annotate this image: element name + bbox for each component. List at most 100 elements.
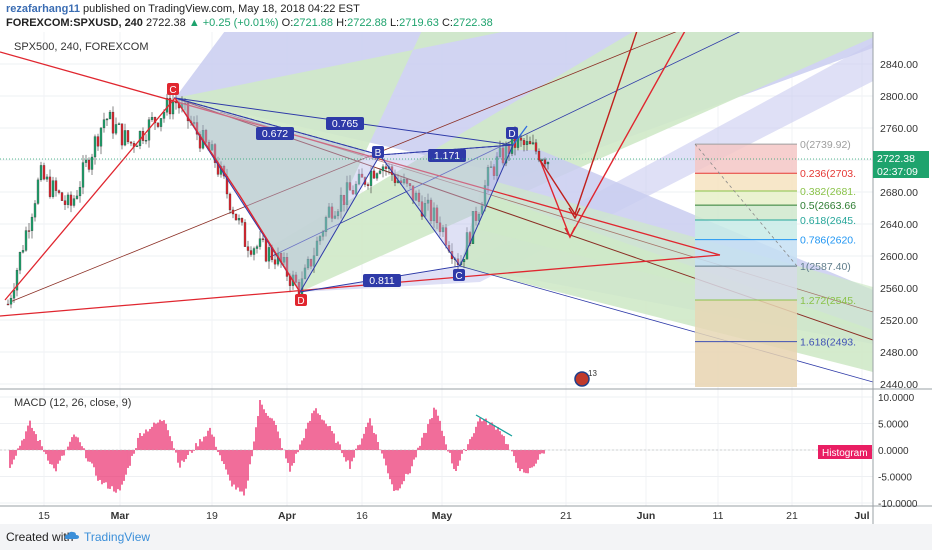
candle-body — [39, 165, 43, 181]
macd-divergence-line — [475, 414, 513, 437]
created-with-text: Created with — [6, 530, 74, 544]
candle-body — [228, 193, 232, 211]
candle-body — [162, 112, 166, 119]
candle-body — [429, 199, 433, 222]
macd-tick-label: 0.0000 — [878, 446, 909, 457]
candle-body — [489, 166, 493, 168]
candle-body — [273, 259, 277, 265]
pattern-point-badge — [372, 146, 384, 158]
candle-body — [354, 183, 358, 195]
candle-body — [531, 142, 535, 145]
candle-body — [252, 248, 256, 255]
candle-body — [540, 159, 544, 161]
candle-body — [258, 238, 262, 247]
fib-level-label: 1.272(2545. — [800, 295, 856, 307]
time-tick-label: Apr — [278, 510, 296, 522]
candle-body — [198, 134, 202, 149]
candle-body — [378, 170, 382, 174]
candle-body — [69, 194, 73, 206]
flag-icon — [574, 371, 590, 387]
close-label: C: — [441, 17, 453, 29]
candle-body — [318, 236, 322, 242]
candle-body — [51, 180, 55, 197]
chart-canvas[interactable]: 0(2739.92) 0.236(2703. 0.382(2681. 0.5(2663… — [0, 32, 932, 524]
event-badge-count: 13 — [588, 369, 597, 378]
candle-body — [237, 218, 241, 221]
candle-body — [210, 144, 214, 151]
price-tick-label: 2680.00 — [880, 187, 918, 199]
author-username[interactable]: rezafarhang11 — [6, 3, 80, 15]
candle-body — [63, 200, 67, 205]
candle-body — [384, 166, 388, 169]
candle-body — [342, 194, 346, 205]
candle-body — [171, 101, 175, 115]
time-tick-label: Jul — [854, 510, 869, 522]
fib-level-label: 0.618(2645. — [800, 215, 856, 227]
candle-body — [42, 165, 46, 180]
candle-body — [66, 194, 70, 205]
candle-body — [18, 252, 22, 271]
time-tick-label: 15 — [38, 510, 50, 522]
candle-body — [240, 218, 244, 223]
fib-trend-line — [694, 143, 798, 267]
published-text: published on TradingView.com, May 18, 20… — [83, 3, 360, 15]
publish-line: rezafarhang11 published on TradingView.c… — [6, 3, 360, 15]
candle-body — [108, 111, 112, 120]
event-badge[interactable]: 13 — [574, 369, 597, 387]
time-axis[interactable]: 15 Mar 19 Apr 16 May 21 Jun 11 21 Jul — [38, 510, 870, 522]
candle-body — [102, 119, 106, 129]
pattern-point-label: D — [508, 129, 515, 140]
candle-body — [423, 203, 427, 217]
forecast-path-2 — [539, 32, 638, 216]
candle-body — [36, 179, 40, 204]
candle-body — [372, 170, 376, 179]
candle-body — [99, 127, 103, 147]
pitchfork-green-band-top — [175, 32, 502, 292]
candle-body — [528, 141, 532, 145]
candle-body — [123, 130, 127, 146]
candle-body — [432, 207, 436, 222]
pattern-line-c-b — [174, 97, 381, 156]
fib-zone — [695, 341, 797, 387]
candle-body — [264, 238, 268, 262]
candle-body — [150, 117, 154, 120]
candle-body — [543, 159, 547, 165]
candle-body — [525, 141, 529, 145]
candle-body — [474, 211, 478, 221]
price-axis[interactable]: 2840.002800.002760.002720.002680.002640.… — [880, 59, 918, 391]
candle-body — [495, 156, 499, 176]
candle-body — [366, 184, 370, 186]
ratio-badge-bg — [256, 127, 294, 140]
candle-body — [312, 255, 316, 267]
candle-body — [135, 145, 139, 148]
open-value: 2721.88 — [293, 17, 334, 29]
candle-body — [105, 118, 109, 121]
candle-body — [492, 166, 496, 176]
candle-body — [267, 247, 271, 262]
forecast-arrow-1 — [564, 226, 576, 239]
candle-body — [339, 194, 343, 212]
tradingview-brand[interactable]: TradingView — [84, 530, 151, 544]
fib-zone — [695, 144, 797, 174]
candle-body — [33, 203, 37, 218]
big-triangle-bottom — [0, 254, 721, 317]
high-label: H: — [336, 17, 348, 29]
candle-body — [192, 122, 196, 124]
footer-bar: Created with TradingView — [0, 524, 932, 550]
price-badge: 2722.38 — [877, 153, 915, 165]
candle-body — [231, 209, 235, 215]
forecast-arrow-2 — [568, 207, 581, 220]
time-tick-label: May — [432, 510, 453, 522]
candle-body — [156, 122, 160, 127]
fib-zone — [695, 205, 797, 220]
fork-line-2 — [9, 32, 677, 303]
macd-axis[interactable]: 10.0000 5.0000 0.0000 -5.0000 -10.0000 — [878, 393, 918, 510]
pattern-point-badge — [506, 127, 518, 139]
candle-body — [261, 238, 265, 240]
candle-body — [327, 206, 331, 218]
candle-body — [24, 230, 28, 251]
fibonacci-retracement[interactable]: 0(2739.92) 0.236(2703. 0.382(2681. 0.5(2663… — [694, 139, 856, 387]
close-value: 2722.38 — [452, 17, 493, 29]
ratio-badge-bg — [363, 274, 401, 287]
candle-body — [375, 173, 379, 179]
